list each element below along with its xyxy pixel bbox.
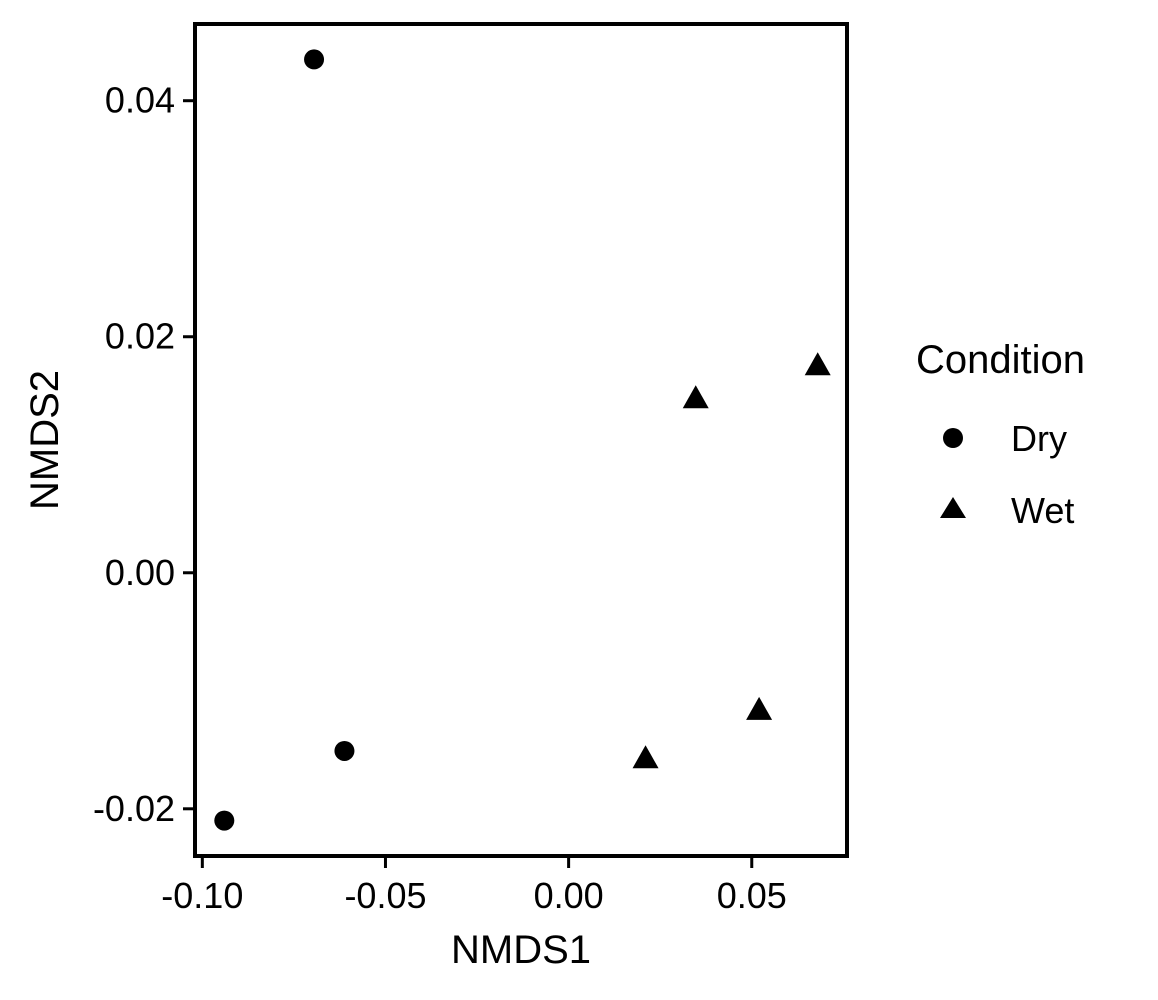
legend-wet-marker — [940, 497, 966, 518]
y-tick-label-3: 0.04 — [105, 80, 175, 121]
point-wet-0 — [804, 352, 831, 376]
point-wet-3 — [632, 745, 659, 769]
x-axis-title: NMDS1 — [451, 928, 591, 972]
plot-panel-border — [193, 22, 849, 858]
point-dry-2 — [214, 810, 235, 831]
y-axis-title: NMDS2 — [23, 370, 67, 510]
point-dry-1 — [334, 740, 355, 761]
x-axis: -0.10 -0.05 0.00 0.05 — [161, 856, 787, 916]
x-tick-label-0: -0.10 — [161, 875, 243, 916]
legend-title: Condition — [916, 338, 1085, 382]
x-tick-label-3: 0.05 — [717, 875, 787, 916]
y-tick-label-1: 0.00 — [105, 552, 175, 593]
y-axis: -0.02 0.00 0.02 0.04 — [93, 80, 195, 829]
point-wet-2 — [746, 696, 773, 720]
legend-dry-label: Dry — [1011, 418, 1067, 459]
y-tick-label-2: 0.02 — [105, 316, 175, 357]
legend-wet-label: Wet — [1011, 490, 1074, 531]
point-dry-0 — [304, 49, 325, 70]
legend-dry-marker — [943, 428, 963, 448]
x-tick-label-2: 0.00 — [534, 875, 604, 916]
y-tick-label-0: -0.02 — [93, 788, 175, 829]
data-points — [214, 49, 831, 831]
point-wet-1 — [682, 385, 709, 409]
legend: Condition Dry Wet — [916, 338, 1085, 531]
x-tick-label-1: -0.05 — [344, 875, 426, 916]
